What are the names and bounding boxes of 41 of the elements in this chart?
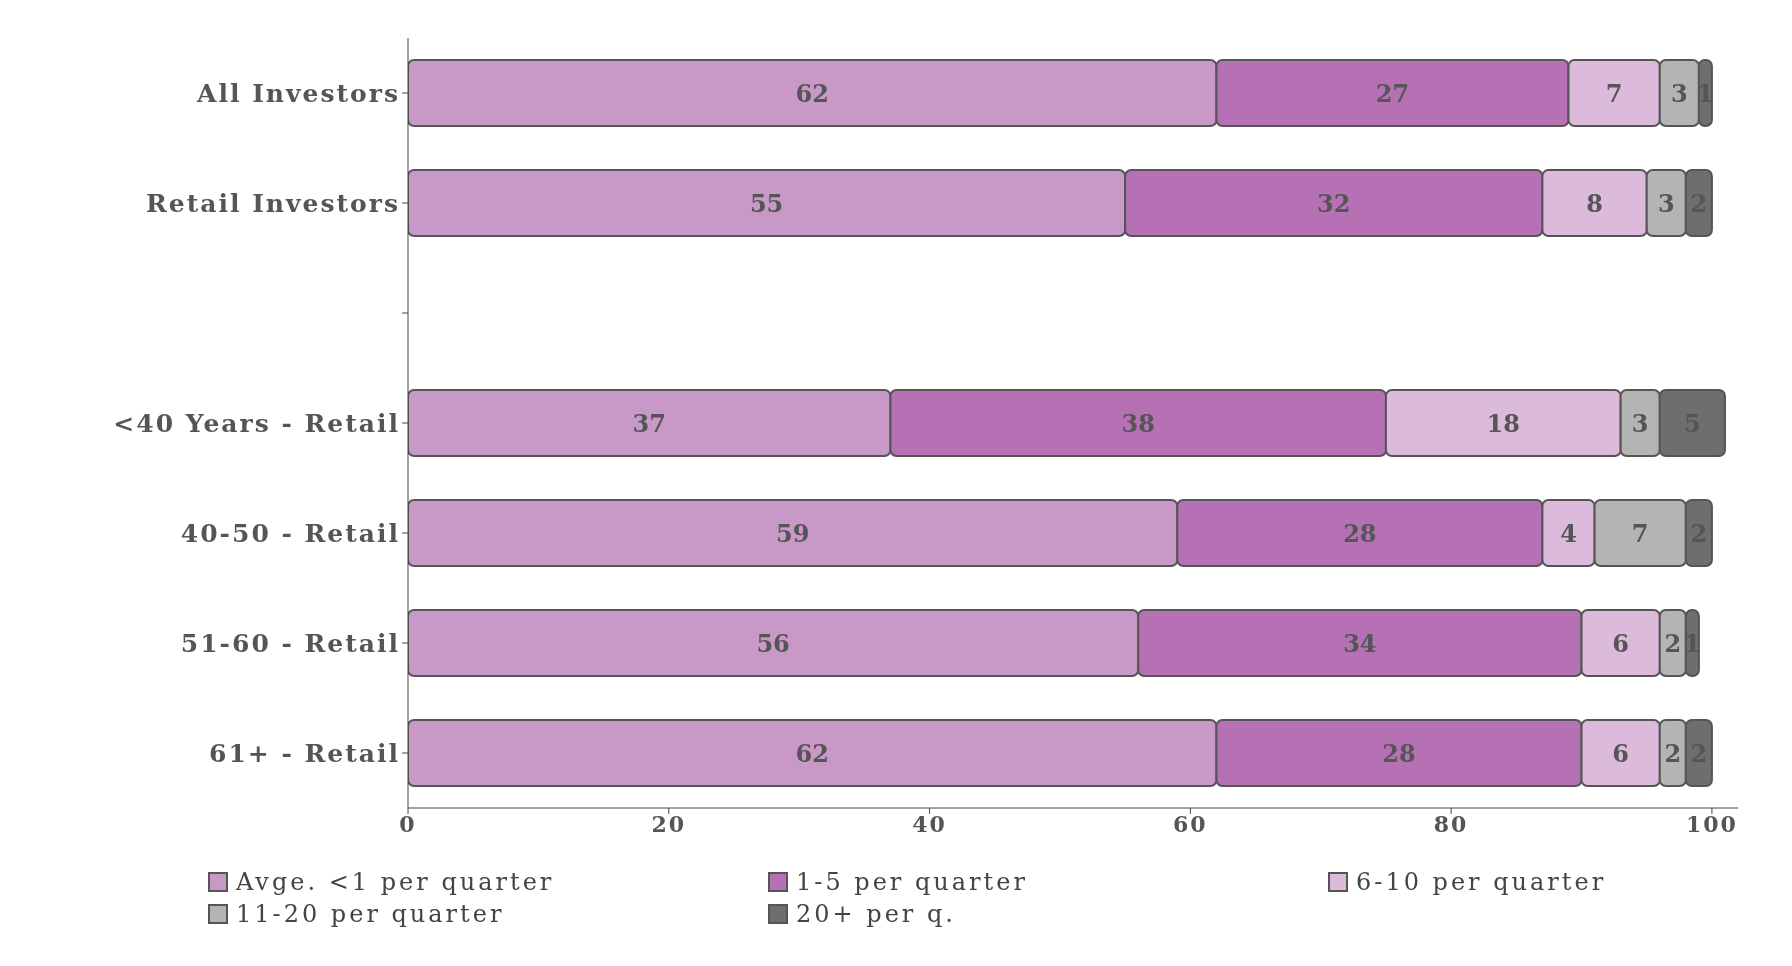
x-tick-label: 60 [1173,810,1208,837]
legend-label: 1-5 per quarter [796,868,1028,896]
data-label: 18 [1486,408,1520,438]
data-label: 4 [1560,518,1577,548]
data-label: 6 [1612,628,1629,658]
data-label: 55 [749,188,784,218]
data-label: 37 [632,408,666,438]
data-label: 62 [795,738,829,768]
data-label: 62 [795,78,829,108]
data-label: 27 [1375,78,1410,108]
x-tick-label: 40 [912,810,947,837]
y-tick-label: 51-60 - Retail [180,628,400,658]
y-tick-label: All Investors [196,78,400,108]
data-label: 3 [1670,78,1688,108]
data-label: 28 [1382,738,1416,768]
data-label: 2 [1664,628,1682,658]
legend-label: 20+ per q. [796,900,956,928]
data-label: 3 [1631,408,1649,438]
data-label: 2 [1664,738,1682,768]
data-label: 34 [1343,628,1377,658]
data-label: 59 [775,518,810,548]
x-tick-label: 20 [651,810,687,837]
legend-label: 11-20 per quarter [236,900,505,928]
y-tick-label: 61+ - Retail [209,738,400,768]
legend-label: Avge. <1 per quarter [236,868,555,896]
data-label: 32 [1317,188,1351,218]
y-tick-label: Retail Investors [146,188,400,218]
y-tick-label: <40 Years - Retail [113,408,400,438]
data-label: 38 [1121,408,1155,438]
data-label: 7 [1631,518,1649,548]
data-label: 7 [1605,78,1623,108]
legend-label: 6-10 per quarter [1356,868,1607,896]
data-label: 8 [1586,188,1603,218]
x-tick-label: 80 [1433,810,1469,837]
y-tick-label: 40-50 - Retail [180,518,400,548]
data-label: 28 [1343,518,1377,548]
data-label: 3 [1657,188,1675,218]
data-label: 56 [756,628,790,658]
x-tick-label: 0 [399,810,417,837]
x-tick-label: 100 [1685,810,1738,837]
data-label: 6 [1612,738,1629,768]
